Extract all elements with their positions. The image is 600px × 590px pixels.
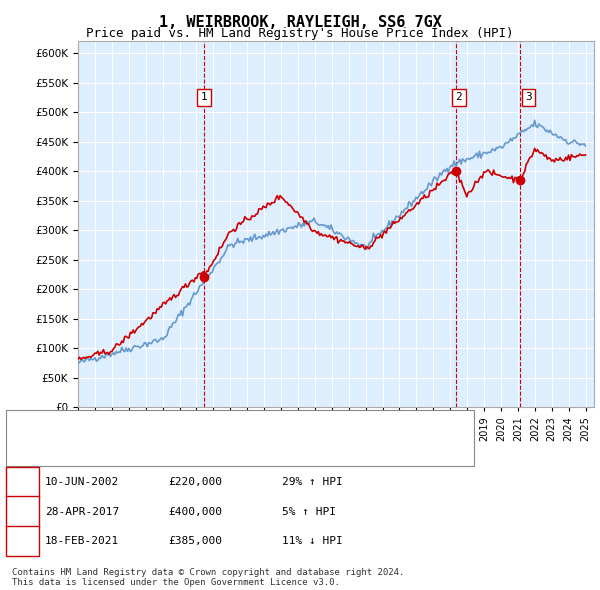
Text: HPI: Average price, detached house, Castle Point: HPI: Average price, detached house, Cast… [60,440,360,449]
Text: Price paid vs. HM Land Registry's House Price Index (HPI): Price paid vs. HM Land Registry's House … [86,27,514,40]
Text: 2: 2 [19,507,26,516]
Text: 3: 3 [525,93,532,102]
Text: This data is licensed under the Open Government Licence v3.0.: This data is licensed under the Open Gov… [12,578,340,587]
Text: 1, WEIRBROOK, RAYLEIGH, SS6 7GX: 1, WEIRBROOK, RAYLEIGH, SS6 7GX [158,15,442,30]
Text: 29% ↑ HPI: 29% ↑ HPI [282,477,343,487]
Text: 18-FEB-2021: 18-FEB-2021 [45,536,119,546]
Text: 11% ↓ HPI: 11% ↓ HPI [282,536,343,546]
Text: £220,000: £220,000 [168,477,222,487]
Text: 1: 1 [200,93,207,102]
Text: 5% ↑ HPI: 5% ↑ HPI [282,507,336,516]
Text: 28-APR-2017: 28-APR-2017 [45,507,119,516]
Text: 2: 2 [455,93,463,102]
Text: Contains HM Land Registry data © Crown copyright and database right 2024.: Contains HM Land Registry data © Crown c… [12,568,404,576]
Text: £385,000: £385,000 [168,536,222,546]
Text: 1: 1 [19,477,26,487]
Text: 3: 3 [19,536,26,546]
Text: 1, WEIRBROOK, RAYLEIGH, SS6 7GX (detached house): 1, WEIRBROOK, RAYLEIGH, SS6 7GX (detache… [60,422,360,431]
Text: 10-JUN-2002: 10-JUN-2002 [45,477,119,487]
Text: £400,000: £400,000 [168,507,222,516]
